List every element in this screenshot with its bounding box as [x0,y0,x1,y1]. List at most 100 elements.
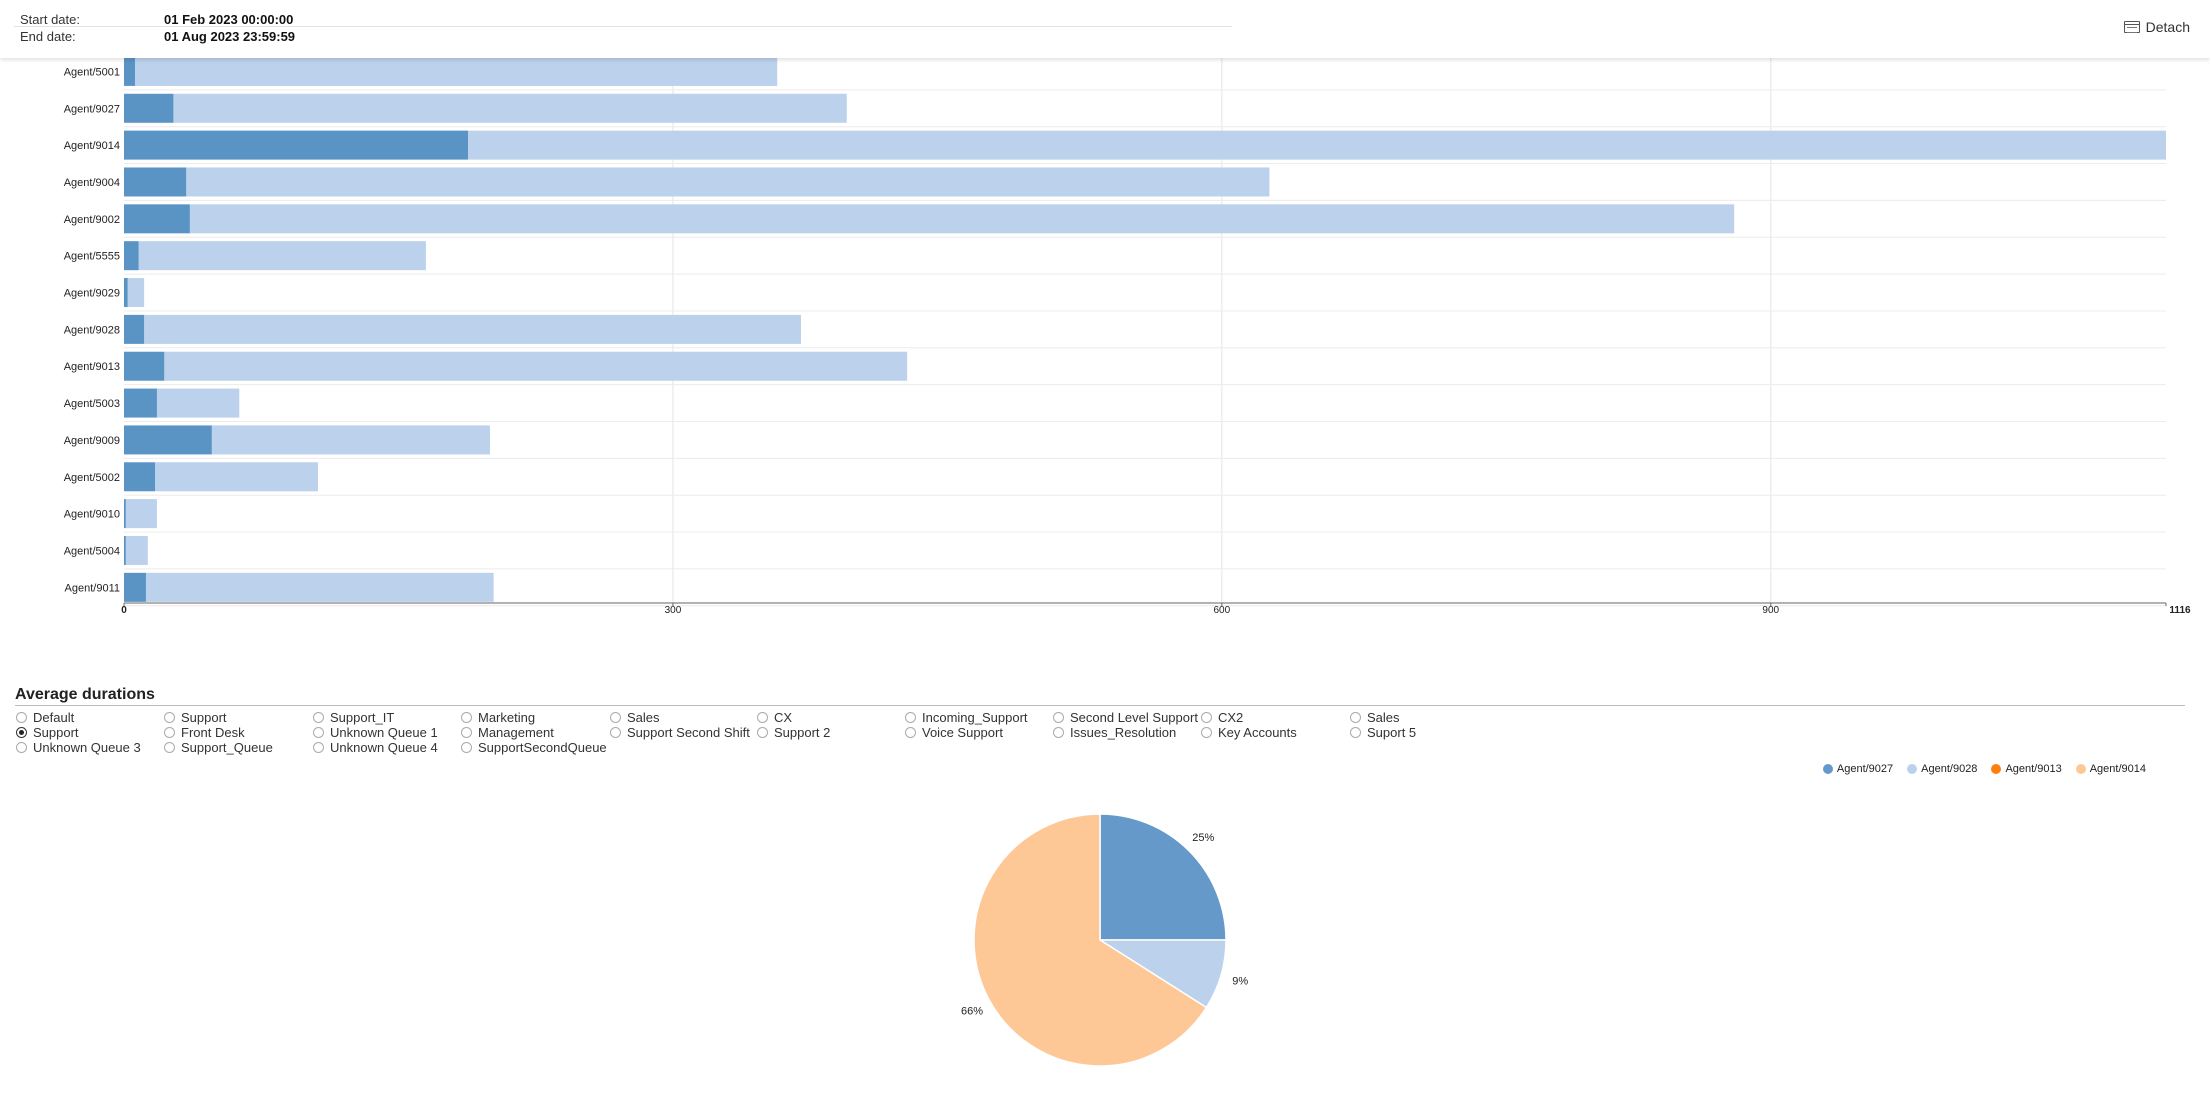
radio-checked-icon[interactable] [16,727,27,738]
bar-segment-light[interactable] [155,462,318,492]
bar-segment-dark[interactable] [124,56,135,86]
queue-radio-option[interactable]: Support 2 [757,725,830,740]
legend-item[interactable]: Agent/9027 [1822,763,1894,775]
radio-unchecked-icon[interactable] [16,742,27,753]
agent-label: Agent/5555 [64,251,120,263]
x-tick-label: 0 [121,605,127,616]
queue-radio-label: Front Desk [181,725,245,740]
bar-segment-dark[interactable] [124,462,156,492]
queue-radio-option[interactable]: Second Level Support [1053,710,1198,725]
bar-segment-light[interactable] [467,130,2167,160]
queue-radio-label: Support Second Shift [627,725,750,740]
radio-unchecked-icon[interactable] [1350,727,1361,738]
radio-unchecked-icon[interactable] [905,727,916,738]
detach-label: Detach [2145,19,2190,35]
queue-radio-option[interactable]: Key Accounts [1201,725,1297,740]
radio-unchecked-icon[interactable] [1201,727,1212,738]
window-icon [2123,21,2140,33]
bar-segment-light[interactable] [189,204,1735,234]
radio-unchecked-icon[interactable] [610,712,621,723]
queue-radio-option[interactable]: Support_Queue [164,740,273,755]
bar-segment-light[interactable] [156,388,240,418]
bar-segment-light[interactable] [164,351,908,381]
bar-segment-dark[interactable] [124,93,174,123]
queue-radio-option[interactable]: Sales [1350,710,1400,725]
radio-unchecked-icon[interactable] [313,712,324,723]
pie-slice[interactable] [1099,813,1227,941]
bar-segment-light[interactable] [125,535,148,565]
radio-unchecked-icon[interactable] [1350,712,1361,723]
bar-segment-dark[interactable] [124,167,187,197]
bar-segment-dark[interactable] [124,204,190,234]
radio-unchecked-icon[interactable] [1201,712,1212,723]
radio-unchecked-icon[interactable] [313,727,324,738]
queue-radio-label: Management [478,725,554,740]
radio-unchecked-icon[interactable] [164,712,175,723]
queue-radio-option[interactable]: Support [164,710,227,725]
radio-unchecked-icon[interactable] [461,712,472,723]
legend-swatch [1991,764,2002,774]
bar-segment-dark[interactable] [124,535,126,565]
radio-unchecked-icon[interactable] [905,712,916,723]
queue-radio-option[interactable]: Incoming_Support [905,710,1028,725]
queue-radio-option[interactable]: Default [16,710,74,725]
radio-unchecked-icon[interactable] [461,727,472,738]
radio-unchecked-icon[interactable] [164,727,175,738]
queue-radio-option[interactable]: Sales [610,710,660,725]
bar-segment-dark[interactable] [124,241,139,271]
radio-unchecked-icon[interactable] [313,742,324,753]
bar-segment-light[interactable] [145,572,494,602]
queue-radio-option[interactable]: Marketing [461,710,535,725]
radio-unchecked-icon[interactable] [610,727,621,738]
radio-unchecked-icon[interactable] [164,742,175,753]
radio-unchecked-icon[interactable] [1053,712,1064,723]
queue-radio-option[interactable]: Unknown Queue 1 [313,725,438,740]
bar-segment-dark[interactable] [124,425,212,455]
radio-unchecked-icon[interactable] [461,742,472,753]
bar-segment-dark[interactable] [124,499,126,529]
bar-segment-dark[interactable] [124,388,157,418]
bar-segment-dark[interactable] [124,314,145,344]
queue-radio-option[interactable]: SupportSecondQueue [461,740,607,755]
bar-segment-light[interactable] [186,167,1270,197]
radio-unchecked-icon[interactable] [16,712,27,723]
detach-button[interactable]: Detach [2123,19,2190,35]
pie-slice[interactable] [973,813,1208,1067]
queue-radio-option[interactable]: Issues_Resolution [1053,725,1176,740]
agent-label: Agent/9027 [64,103,120,115]
queue-radio-label: Marketing [478,710,536,725]
queue-radio-option[interactable]: Voice Support [905,725,1003,740]
queue-radio-label: Sales [627,710,660,725]
radio-unchecked-icon[interactable] [1053,727,1064,738]
legend-item[interactable]: Agent/9013 [1991,763,2062,775]
radio-unchecked-icon[interactable] [757,727,768,738]
bar-segment-dark[interactable] [124,351,165,381]
pie-slice[interactable] [1097,939,1227,1009]
queue-radio-label: Issues_Resolution [1070,725,1177,740]
queue-radio-option[interactable]: Unknown Queue 3 [16,740,141,755]
queue-radio-option[interactable]: Support Second Shift [610,725,750,740]
queue-radio-option[interactable]: Support_IT [313,710,394,725]
bar-segment-dark[interactable] [124,572,146,602]
legend-item[interactable]: Agent/9014 [2075,763,2146,775]
bar-segment-dark[interactable] [124,130,468,160]
legend-item[interactable]: Agent/9028 [1907,763,1977,775]
queue-radio-option[interactable]: Management [461,725,554,740]
bar-segment-light[interactable] [125,499,157,529]
queue-radio-option[interactable]: Support [16,725,79,740]
bar-segment-light[interactable] [134,56,778,86]
bar-segment-light[interactable] [144,314,802,344]
radio-unchecked-icon[interactable] [757,712,768,723]
bar-segment-light[interactable] [211,425,490,455]
queue-radio-option[interactable]: Suport 5 [1350,725,1416,740]
bar-segment-dark[interactable] [124,278,128,308]
queue-radio-option[interactable]: CX [757,710,792,725]
queue-radio-option[interactable]: Front Desk [164,725,245,740]
queue-radio-option[interactable]: CX2 [1201,710,1243,725]
legend-label: Agent/9027 [1836,763,1894,775]
bar-segment-light[interactable] [127,278,145,308]
queue-radio-option[interactable]: Unknown Queue 4 [313,740,438,755]
bar-segment-light[interactable] [138,241,426,271]
bar-segment-light[interactable] [173,93,847,123]
queue-radio-label: Support [33,725,79,740]
